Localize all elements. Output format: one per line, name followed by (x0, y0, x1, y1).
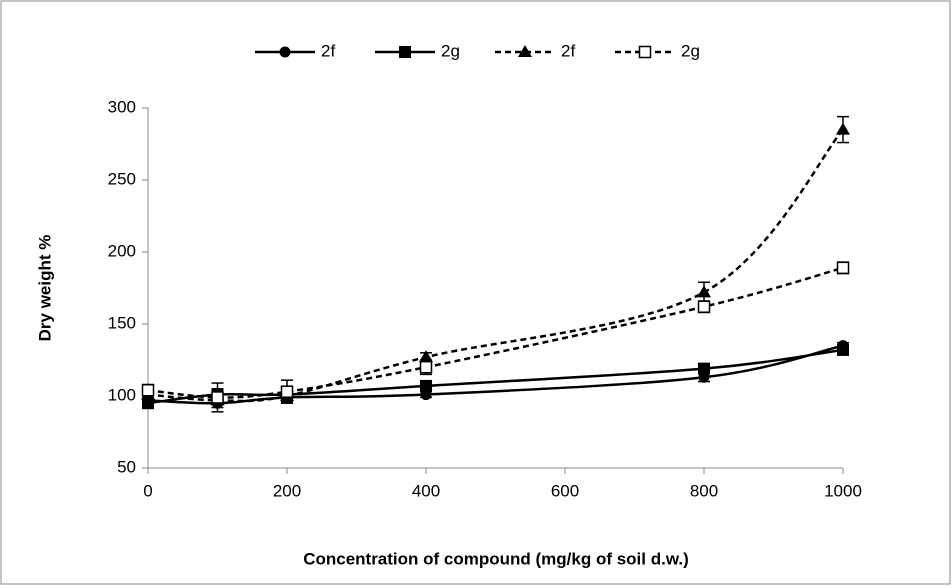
marker (279, 46, 291, 58)
x-tick-label: 600 (551, 481, 579, 500)
marker (419, 360, 433, 374)
x-tick-label: 400 (412, 481, 440, 500)
y-tick-label: 50 (117, 457, 136, 476)
marker (836, 261, 850, 275)
legend-item: 2g (375, 41, 460, 60)
legend-label: 2f (561, 41, 575, 60)
marker (141, 383, 155, 397)
legend-item: 2f (495, 41, 575, 60)
marker (697, 285, 711, 298)
legend-label: 2g (681, 41, 700, 60)
x-tick-label: 800 (690, 481, 718, 500)
legend-label: 2f (321, 41, 335, 60)
marker (419, 350, 433, 363)
y-tick-label: 300 (108, 97, 136, 116)
marker (280, 385, 294, 398)
marker (697, 300, 711, 313)
y-tick-label: 100 (108, 385, 136, 404)
marker (420, 379, 432, 392)
legend-label: 2g (441, 41, 460, 60)
legend-item: 2g (615, 41, 700, 60)
marker (638, 45, 652, 59)
legend-item: 2f (255, 41, 335, 60)
x-tick-label: 1000 (824, 481, 862, 500)
x-axis-label: Concentration of compound (mg/kg of soil… (303, 549, 689, 568)
x-tick-label: 0 (143, 481, 152, 500)
marker (837, 343, 849, 356)
marker (518, 45, 532, 57)
marker (142, 397, 154, 410)
marker (399, 46, 411, 58)
y-tick-label: 150 (108, 313, 136, 332)
y-tick-label: 200 (108, 241, 136, 260)
marker (836, 122, 850, 135)
y-tick-label: 250 (108, 169, 136, 188)
marker (211, 391, 224, 404)
y-axis-label: Dry weight % (35, 235, 54, 342)
marker (698, 362, 710, 375)
x-tick-label: 200 (273, 481, 301, 500)
